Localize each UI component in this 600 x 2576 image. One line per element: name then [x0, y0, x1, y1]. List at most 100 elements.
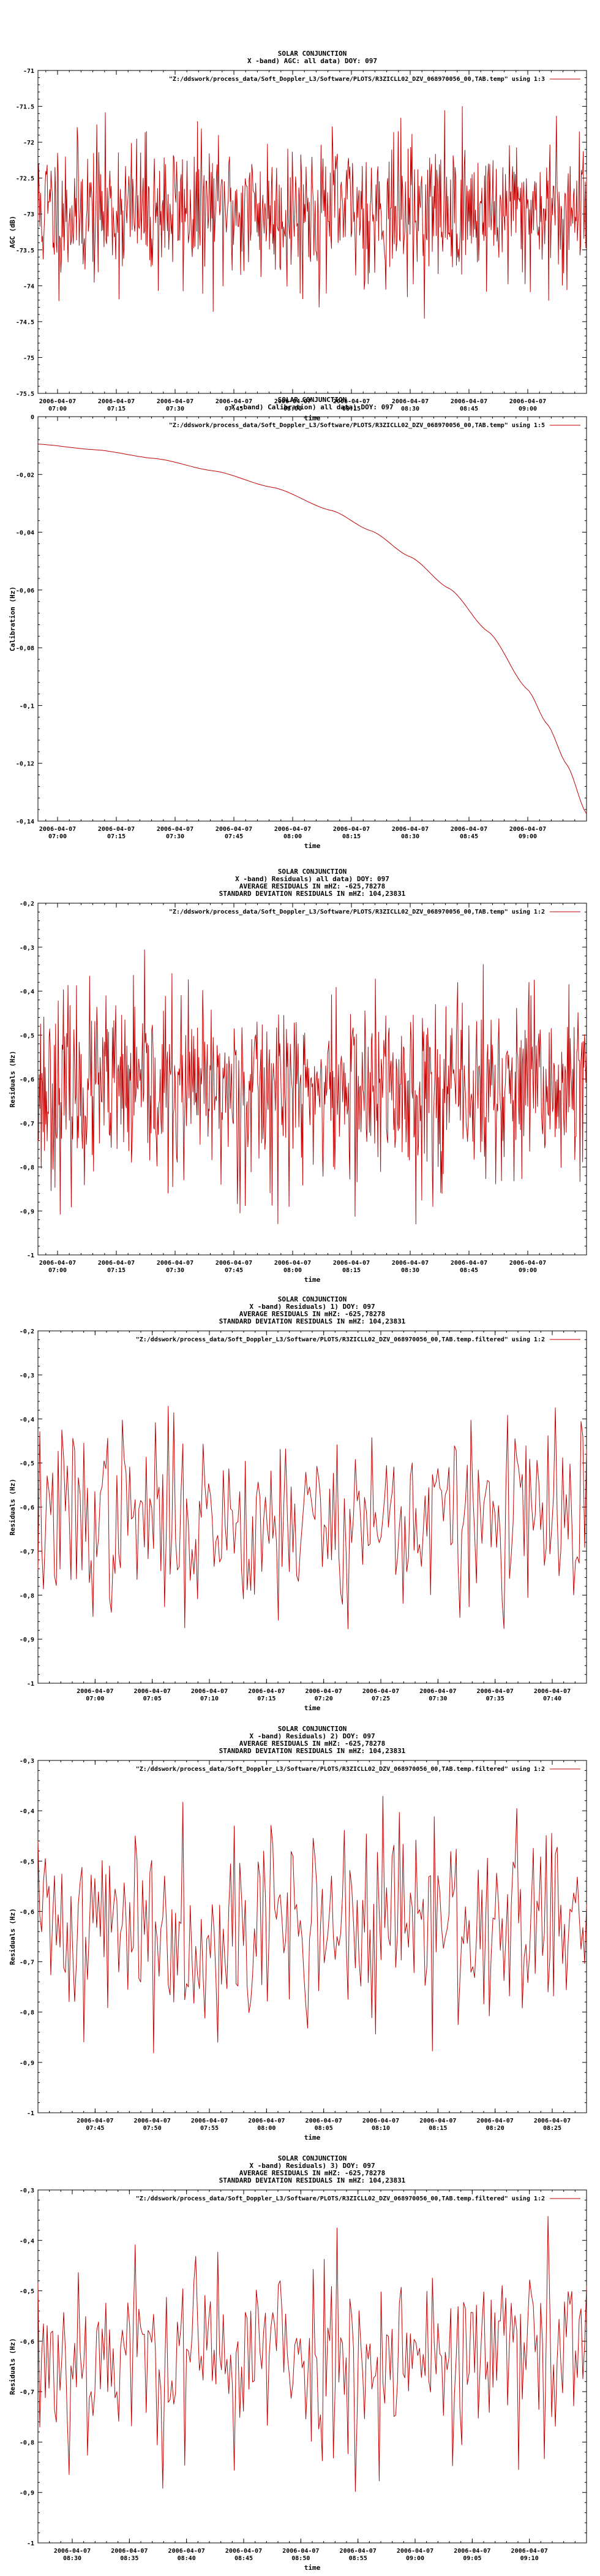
- y-tick-label: -0,3: [20, 2188, 34, 2194]
- x-tick-label-time: 08:45: [460, 1267, 478, 1274]
- x-tick-label-date: 2006-04-07: [451, 826, 487, 833]
- y-tick-label: -0,6: [20, 2339, 34, 2346]
- x-axis-label: time: [304, 2564, 321, 2572]
- y-tick-label: -0,7: [20, 1121, 34, 1127]
- y-tick-label: -0,8: [20, 1593, 34, 1599]
- y-tick-label: -1: [27, 2540, 34, 2547]
- chart-title-line: SOLAR CONJUNCTION: [278, 1725, 347, 1733]
- x-tick-label-date: 2006-04-07: [397, 2548, 433, 2555]
- x-tick-label-time: 09:00: [519, 833, 537, 840]
- x-tick-label-date: 2006-04-07: [477, 2118, 514, 2124]
- x-tick-label-time: 07:30: [429, 1695, 447, 1702]
- x-tick-label-time: 08:25: [543, 2125, 561, 2132]
- x-tick-label-date: 2006-04-07: [509, 826, 546, 833]
- x-tick-label-date: 2006-04-07: [98, 1260, 135, 1267]
- x-tick-label-date: 2006-04-07: [98, 398, 135, 405]
- x-tick-label-date: 2006-04-07: [333, 826, 370, 833]
- chart-title-line: SOLAR CONJUNCTION: [278, 868, 347, 876]
- series-line: [37, 444, 587, 814]
- x-tick-label-date: 2006-04-07: [454, 2548, 490, 2555]
- y-tick-label: -0,4: [20, 1808, 34, 1815]
- y-tick-label: 0: [31, 414, 34, 421]
- legend-label: "Z:/ddswork/process_data/Soft_Doppler_L3…: [136, 1765, 545, 1773]
- x-tick-label-time: 08:40: [178, 2555, 196, 2562]
- y-tick-label: -0,3: [20, 945, 34, 952]
- x-tick-label-time: 08:30: [63, 2555, 81, 2562]
- x-tick-label-time: 08:15: [342, 833, 361, 840]
- y-tick-label: -0,12: [16, 761, 34, 768]
- y-tick-label: -73: [23, 211, 34, 218]
- y-tick-label: -0,8: [20, 2010, 34, 2017]
- y-tick-label: -0,02: [16, 472, 34, 479]
- y-tick-label: -0,4: [20, 989, 34, 996]
- plot-frame: [37, 416, 587, 822]
- x-tick-label-time: 08:35: [120, 2555, 138, 2562]
- y-tick-label: -1: [27, 2110, 34, 2117]
- y-tick-label: -0,3: [20, 1758, 34, 1765]
- x-tick-label-date: 2006-04-07: [274, 826, 311, 833]
- x-tick-label-date: 2006-04-07: [54, 2548, 91, 2555]
- x-tick-label-time: 07:35: [486, 1695, 504, 1702]
- x-tick-label-date: 2006-04-07: [419, 1688, 456, 1695]
- y-tick-label: -0,4: [20, 2238, 34, 2245]
- x-tick-label-time: 09:00: [519, 406, 537, 412]
- x-tick-label-time: 07:30: [166, 833, 184, 840]
- legend-label: "Z:/ddswork/process_data/Soft_Doppler_L3…: [169, 422, 545, 429]
- x-tick-label-date: 2006-04-07: [274, 1260, 311, 1267]
- x-tick-label-date: 2006-04-07: [98, 826, 135, 833]
- y-tick-label: -0,4: [20, 1417, 34, 1423]
- y-tick-label: -0,8: [20, 1165, 34, 1172]
- chart-title-line: SOLAR CONJUNCTION: [278, 1295, 347, 1303]
- x-tick-label-date: 2006-04-07: [362, 1688, 399, 1695]
- chart-title-line: STANDARD DEVIATION RESIDUALS IN mHZ: 104…: [219, 890, 406, 898]
- x-tick-label-time: 08:45: [460, 406, 478, 412]
- y-tick-label: -0,08: [16, 645, 34, 652]
- y-tick-label: -72: [23, 140, 34, 146]
- x-tick-label-time: 09:05: [463, 2555, 481, 2562]
- y-axis-label: Calibration (Hz): [9, 586, 17, 651]
- y-tick-label: -72.5: [16, 176, 34, 183]
- legend-label: "Z:/ddswork/process_data/Soft_Doppler_L3…: [169, 908, 545, 915]
- x-tick-label-time: 07:55: [200, 2125, 219, 2132]
- x-tick-label-time: 07:30: [166, 406, 184, 412]
- x-tick-label-date: 2006-04-07: [134, 1688, 171, 1695]
- x-tick-label-date: 2006-04-07: [274, 398, 311, 405]
- x-tick-label-date: 2006-04-07: [248, 2118, 285, 2124]
- x-tick-label-date: 2006-04-07: [225, 2548, 262, 2555]
- series-line: [37, 1795, 587, 2053]
- y-tick-label: -0,9: [20, 1637, 34, 1643]
- x-tick-label-time: 08:00: [283, 406, 302, 412]
- x-tick-label-date: 2006-04-07: [511, 2548, 548, 2555]
- chart-title-line: AVERAGE RESIDUALS IN mHZ: -625,78278: [239, 2169, 385, 2177]
- x-tick-label-date: 2006-04-07: [509, 398, 546, 405]
- x-tick-label-date: 2006-04-07: [306, 1688, 342, 1695]
- x-tick-label-date: 2006-04-07: [216, 1260, 252, 1267]
- x-tick-label-time: 07:15: [107, 1267, 126, 1274]
- y-tick-label: -0,2: [20, 901, 34, 907]
- y-tick-label: -0,5: [20, 2289, 34, 2295]
- x-tick-label-date: 2006-04-07: [306, 2118, 342, 2124]
- x-tick-label-date: 2006-04-07: [191, 1688, 228, 1695]
- x-tick-label-date: 2006-04-07: [39, 398, 76, 405]
- x-tick-label-date: 2006-04-07: [111, 2548, 148, 2555]
- y-tick-label: -0,5: [20, 1858, 34, 1865]
- y-tick-label: -0,9: [20, 2060, 34, 2067]
- x-tick-label-date: 2006-04-07: [419, 2118, 456, 2124]
- y-tick-label: -0,06: [16, 588, 34, 594]
- x-tick-label-date: 2006-04-07: [191, 2118, 228, 2124]
- chart-title-line: SOLAR CONJUNCTION: [278, 2154, 347, 2162]
- y-tick-label: -0,7: [20, 1960, 34, 1966]
- y-tick-label: -0,14: [16, 819, 34, 825]
- x-tick-label-time: 07:15: [107, 406, 126, 412]
- y-axis-label: Residuals (Hz): [9, 1479, 17, 1536]
- y-tick-label: -74.5: [16, 319, 34, 326]
- x-tick-label-time: 08:45: [460, 833, 478, 840]
- chart-title-line: SOLAR CONJUNCTION: [278, 396, 347, 404]
- series-line: [37, 949, 587, 1224]
